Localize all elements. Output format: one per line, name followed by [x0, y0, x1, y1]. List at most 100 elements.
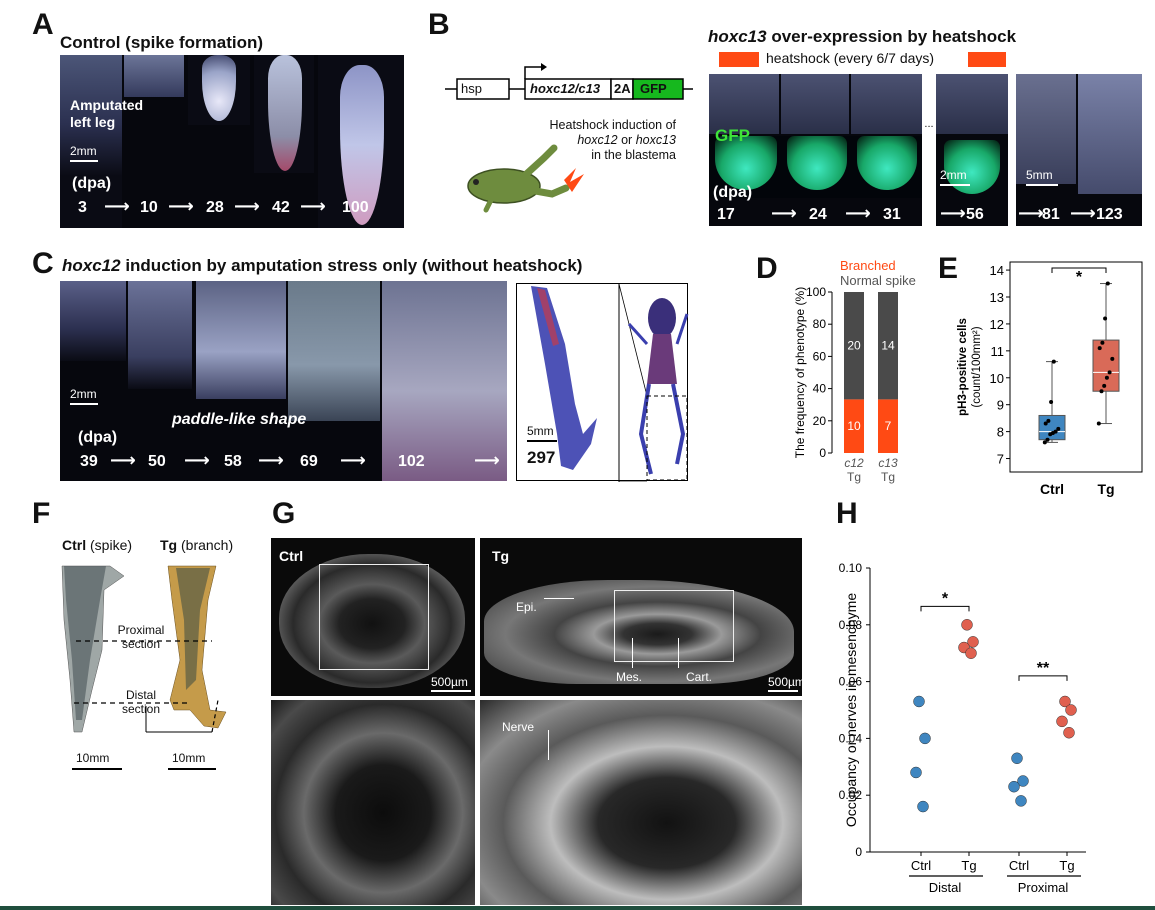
y-axis-label: Occupancy or nerves in mesenchyme	[843, 593, 859, 827]
heatshock-timecourse-photo: GFP (dpa) 17 ⟶ 24 ⟶ 31	[709, 74, 922, 226]
significance-bracket	[920, 605, 970, 612]
data-point	[1042, 440, 1047, 445]
scale-bar-g2	[768, 690, 798, 692]
scale-label-f2: 10mm	[172, 751, 206, 765]
data-point	[1043, 421, 1048, 426]
scale-label-c: 2mm	[70, 387, 97, 401]
group-label: Distal	[929, 880, 962, 895]
timepoint-c-0: 39	[80, 453, 98, 470]
y-tick-label: 60	[813, 349, 827, 363]
arrow-icon: ⟶	[1070, 203, 1096, 223]
scale-label-a: 2mm	[70, 144, 97, 158]
scale-label-f1: 10mm	[76, 751, 110, 765]
panel-a-label: A	[32, 8, 54, 41]
y-tick-label: 0	[855, 845, 862, 859]
ctrl-label-g: Ctrl	[279, 548, 304, 564]
amputation-stress-photo: 2mm paddle-like shape (dpa) 39 ⟶ 50 ⟶ 58…	[60, 281, 507, 481]
bar-count-label: 7	[885, 419, 892, 433]
heatshock-late-photo: 5mm ⟶ 81 ⟶ 123	[1016, 74, 1142, 226]
y-tick-label: 8	[997, 425, 1004, 440]
y-tick-label: 0.04	[839, 731, 863, 745]
nerve-label: Nerve	[502, 720, 535, 734]
arrow-icon: ⟶	[771, 203, 797, 223]
data-point	[1103, 316, 1108, 321]
arrow-icon: ⟶	[845, 203, 871, 223]
limb-specimens-graphic	[61, 565, 227, 733]
arrow-icon: ⟶	[474, 450, 500, 470]
significance-star: *	[942, 590, 949, 607]
significance-bracket	[1018, 675, 1068, 681]
plot-frame	[1009, 261, 1143, 473]
data-point	[1051, 359, 1056, 364]
stain-dpa: 297	[527, 448, 556, 467]
panel-g-label: G	[272, 497, 296, 530]
x-tick-label: Ctrl	[911, 858, 931, 873]
arrow-icon: ⟶	[300, 196, 326, 216]
dpa-label-b: (dpa)	[713, 184, 753, 201]
heatshock-legend-swatch	[968, 52, 1006, 67]
group-label: Proximal	[1018, 880, 1069, 895]
x-tick-label: c12	[844, 456, 864, 470]
bar-segment	[878, 292, 898, 400]
y-tick-label: 100	[806, 285, 826, 299]
gfp-label: GFP	[715, 126, 750, 145]
scale-bar-g1	[431, 690, 471, 692]
data-point	[1065, 704, 1077, 716]
y-tick-label: 10	[990, 371, 1004, 386]
arrow-icon: ⟶	[234, 196, 260, 216]
ctrl-zoom-photo	[271, 700, 475, 905]
zoom-box	[614, 590, 734, 662]
heatshock-lightning-icon	[564, 168, 584, 192]
x-tick-label: Tg	[881, 470, 895, 484]
x-tick-label: Tg	[961, 858, 976, 873]
data-point	[1053, 429, 1058, 434]
promoter-arrowhead	[541, 63, 547, 71]
scale-label-b2: 5mm	[1026, 168, 1053, 182]
dpa-label-a: (dpa)	[72, 175, 112, 192]
scale-bar-stain	[527, 440, 557, 442]
heatshock-legend-swatch	[719, 52, 759, 67]
panel-h-label: H	[836, 497, 858, 530]
bar-segment	[878, 399, 898, 453]
data-point	[1011, 752, 1023, 765]
data-point	[1104, 375, 1109, 380]
timepoint-b-2: 31	[883, 206, 901, 223]
heatshock-legend-label: heatshock (every 6/7 days)	[766, 50, 935, 66]
panel-f-label: F	[32, 497, 51, 530]
timepoint-c-1: 50	[148, 453, 166, 470]
frog-icon	[467, 144, 584, 213]
tg-zoom-photo: Nerve	[480, 700, 802, 905]
arrow-icon: ⟶	[940, 203, 966, 223]
data-point	[961, 619, 973, 631]
panel-e-label: E	[938, 252, 959, 285]
box	[1092, 339, 1120, 392]
proximal-section-label: Proximal section	[117, 623, 165, 651]
data-point	[1100, 340, 1105, 345]
linker-text: 2A	[614, 81, 631, 96]
legend-branched: Branched	[840, 258, 896, 273]
x-tick-label: Tg	[847, 470, 861, 484]
arrow-icon: ⟶	[168, 196, 194, 216]
data-point	[1102, 383, 1107, 388]
y-tick-label: 11	[991, 344, 1005, 359]
amputated-note: Amputated left leg	[70, 97, 144, 130]
induction-note: Heatshock induction of hoxc12 or hoxc13 …	[549, 118, 676, 162]
y-tick-label: 13	[990, 290, 1004, 305]
timepoint-b-4: 81	[1042, 206, 1060, 223]
timepoint-a-4: 100	[342, 199, 369, 216]
data-point	[1008, 780, 1020, 793]
data-point	[1063, 726, 1075, 739]
ph3-boxplot-chart: 7 8 9 10 11 12 13 14 pH3-positive cells (count/10…	[957, 261, 1143, 497]
data-point	[965, 647, 977, 659]
y-tick-label: 40	[813, 382, 827, 396]
hsp-text: hsp	[461, 81, 482, 96]
y-tick-label: 9	[997, 398, 1004, 413]
ctrl-spike-label: Ctrl (spike)	[62, 537, 133, 553]
timepoint-c-4: 102	[398, 453, 425, 470]
hsp-box	[456, 78, 510, 100]
timepoint-c-3: 69	[300, 453, 318, 470]
timepoint-b-1: 24	[809, 206, 827, 223]
panel-d-label: D	[756, 252, 778, 285]
data-point	[1107, 370, 1112, 375]
